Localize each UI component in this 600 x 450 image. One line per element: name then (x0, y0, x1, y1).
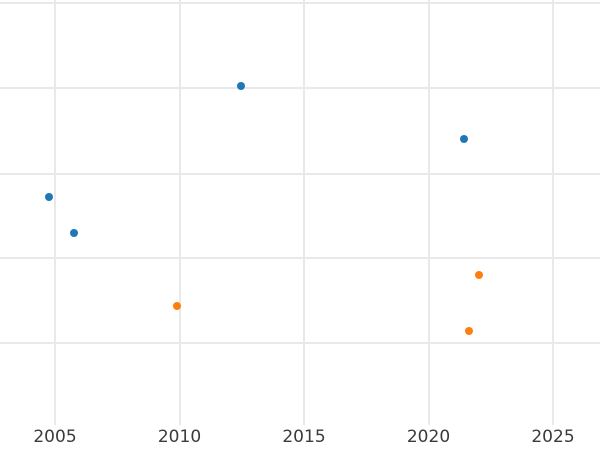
x-tick-label: 2005 (33, 427, 77, 447)
v-gridline (552, 0, 554, 425)
x-tick-label: 2015 (282, 427, 326, 447)
scatter-point-blue-series (460, 135, 468, 144)
v-gridline (178, 0, 181, 425)
scatter-point-blue-series (236, 81, 245, 90)
h-gridline (0, 87, 600, 89)
x-tick-label: 2025 (531, 427, 575, 447)
v-gridline (427, 0, 430, 425)
scatter-point-orange-series (172, 302, 181, 310)
scatter-point-blue-series (70, 228, 79, 237)
h-gridline (0, 2, 600, 4)
h-gridline (0, 257, 600, 259)
scatter-point-orange-series (475, 271, 484, 279)
x-tick-label: 2010 (157, 427, 202, 447)
x-tick-label: 2020 (406, 427, 451, 447)
h-gridline (0, 342, 600, 344)
scatter-point-orange-series (465, 327, 473, 335)
h-gridline (0, 172, 600, 175)
scatter-point-blue-series (45, 193, 54, 202)
v-gridline (54, 0, 56, 425)
v-gridline (303, 0, 305, 425)
